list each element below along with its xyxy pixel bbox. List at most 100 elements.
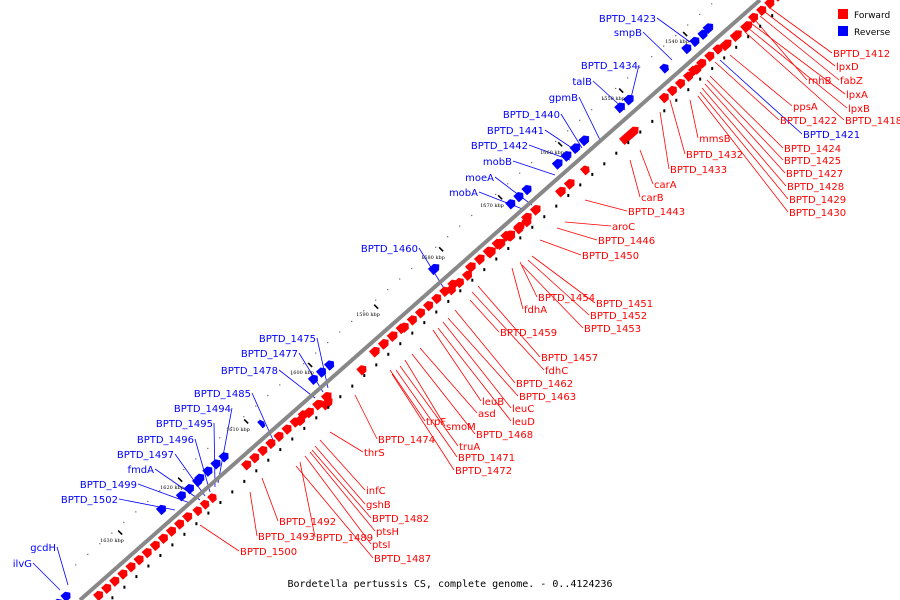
reverse-gene-label-13: BPTD_1477 [241,349,298,360]
forward-gene-arrow-19-0 [747,12,759,24]
tick-mark-7 [243,418,249,424]
minor-tick [183,469,185,471]
forward-connector-19 [629,159,641,198]
forward-gene-label-9: mmsB [699,134,731,145]
reverse-gene-arrow-6-0 [427,263,440,276]
tick-label-0: 1540 kbp [665,39,689,45]
forward-connector-38 [389,369,426,422]
minor-tick [327,405,330,409]
minor-tick [255,469,258,473]
forward-gene-arrow-2-5 [281,424,292,435]
reverse-gene-label-18: BPTD_1496 [137,435,194,446]
forward-connector-8 [744,31,845,121]
forward-gene-label-8: BPTD_1418 [845,116,900,127]
reverse-gene-arrow-11-0 [681,43,692,55]
tick-mark-2 [557,141,563,147]
minor-tick [279,448,282,452]
forward-connector-21 [564,221,612,227]
minor-tick [471,278,474,282]
minor-tick [603,98,605,100]
reverse-gene-arrow-9-0 [614,102,625,114]
forward-gene-label-29: BPTD_1459 [500,328,557,339]
forward-gene-arrow-0-4 [125,562,136,573]
forward-gene-arrow-14-0 [579,165,590,176]
tick-label-1: 1550 kbp [601,96,625,102]
gene-labels: BPTD_1423 smpB BPTD_1434 talB gpmB BPTD_1440 B… [13,14,900,570]
minor-tick [447,299,450,303]
reverse-gene-arrow-11-1 [689,36,700,48]
minor-tick [435,246,437,248]
forward-gene-arrow-0-1 [101,583,112,595]
forward-gene-arrow-0-0 [92,590,104,600]
forward-gene-arrow-17-2 [704,51,715,62]
forward-connector-12 [706,79,784,161]
forward-connector-29 [469,299,500,333]
minor-tick [519,236,522,240]
forward-gene-arrow-1-0 [192,506,203,517]
reverse-gene-label-10: mobA [449,188,478,199]
forward-gene-label-47: gshB [366,500,391,511]
tick-mark-6 [307,362,313,368]
reverse-connector-20 [154,468,201,501]
forward-gene-arrow-3-1 [303,407,314,419]
reverse-connector-16 [217,407,233,484]
forward-connector-34 [432,329,482,402]
reverse-connector-25 [719,59,803,135]
forward-connector-18 [639,149,654,185]
forward-gene-label-42: truA [459,442,480,453]
minor-tick [363,374,366,377]
reverse-gene-arrow-5-1 [315,367,327,378]
minor-tick [267,394,269,397]
reverse-connector-24 [32,562,61,591]
forward-gene-label-21: aroC [612,222,635,233]
forward-connector-16 [699,91,789,200]
minor-tick [531,225,534,229]
forward-gene-arrow-13-1 [563,178,575,190]
forward-gene-arrow-16-0 [658,93,669,104]
minor-tick [315,352,317,354]
minor-tick [411,267,413,270]
forward-connector-2 [759,15,840,81]
forward-gene-arrow-17-3 [712,44,723,55]
forward-connector-41 [354,394,378,440]
forward-connector-25 [531,255,596,304]
forward-connector-22 [556,227,598,241]
minor-tick [135,575,138,579]
forward-connector-13 [659,111,670,170]
minor-tick [147,500,149,502]
forward-connector-31 [471,291,545,371]
forward-gene-label-23: BPTD_1450 [582,251,639,262]
tick-label-3: 1570 kbp [480,203,504,209]
forward-connector-48 [311,449,372,519]
reverse-gene-label-19: BPTD_1497 [117,450,174,461]
forward-gene-label-10: BPTD_1424 [784,144,841,155]
forward-gene-arrow-9-1 [473,254,485,266]
tick-label-2: 1560 kbp [540,150,564,156]
legend-reverse-swatch [838,26,848,36]
forward-gene-arrow-7-1 [406,315,417,326]
forward-gene-label-45: thrS [364,448,385,459]
minor-tick [411,331,414,335]
forward-gene-label-48: BPTD_1482 [372,514,429,525]
forward-gene-arrow-7-2 [414,308,426,319]
forward-gene-arrow-7-4 [431,293,442,305]
forward-gene-arrow-9-0 [464,262,476,273]
reverse-gene-arrow-2-0 [175,491,186,502]
forward-connector-47 [314,445,366,505]
minor-tick [303,363,305,365]
forward-connector-11 [669,99,686,155]
forward-gene-label-2: fabZ [840,76,863,87]
forward-gene-arrow-16-1 [666,85,677,97]
legend-forward-label: Forward [854,11,890,21]
minor-tick [651,119,654,123]
reverse-gene-arrow-5-0 [307,374,318,386]
minor-tick [627,77,629,79]
forward-gene-arrow-6-0 [368,346,380,358]
forward-gene-label-27: BPTD_1452 [590,311,647,322]
minor-tick [291,437,294,441]
reverse-gene-arrow-7-0 [505,199,516,210]
forward-connector-20 [584,199,628,212]
forward-gene-arrow-3-0 [294,415,306,427]
forward-gene-arrow-4-0 [319,398,333,411]
minor-tick [387,352,390,356]
